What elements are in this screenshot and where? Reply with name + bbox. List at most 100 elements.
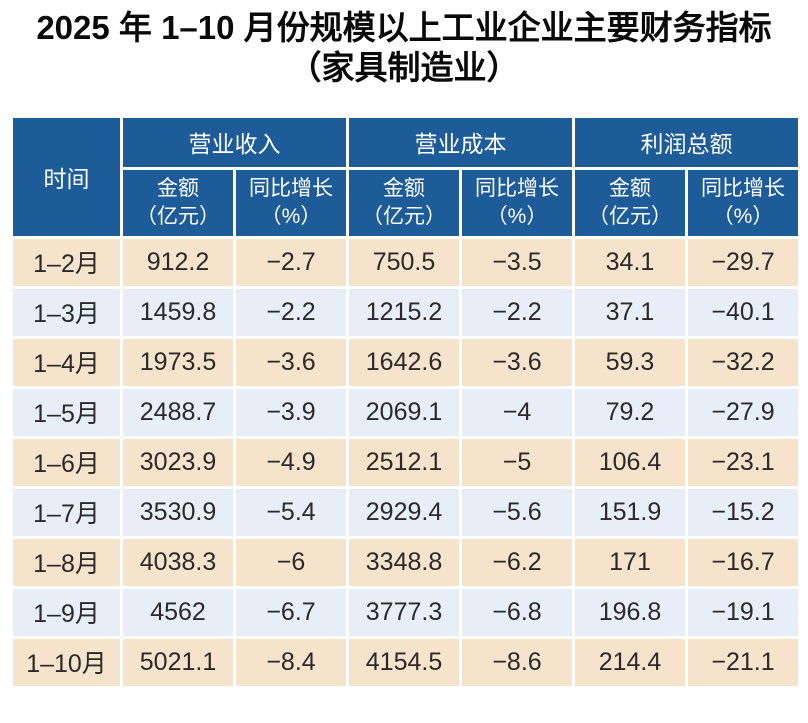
cell-time: 1–8月	[10, 535, 123, 589]
cell-revenue-growth: −2.7	[233, 235, 349, 289]
table-row: 1–5月 2488.7 −3.9 2069.1 −4 79.2 −27.9	[10, 385, 801, 439]
cell-cost-growth: −5.6	[459, 485, 575, 539]
cell-time: 1–5月	[10, 385, 123, 439]
cell-cost-amount: 1642.6	[346, 335, 462, 389]
col-header-profit-amount: 金额 （亿元）	[572, 166, 688, 239]
sub-header-line: 金额	[157, 177, 199, 201]
financial-indicators-table: 时间 营业收入 营业成本 利润总额 金额 （亿元） 同比增长 （%） 金额 （亿…	[10, 114, 801, 689]
cell-profit-amount: 79.2	[572, 385, 688, 439]
cell-revenue-amount: 2488.7	[120, 385, 236, 439]
sub-header-line: 金额	[383, 177, 425, 201]
cell-time: 1–10月	[10, 635, 123, 689]
table-row: 1–3月 1459.8 −2.2 1215.2 −2.2 37.1 −40.1	[10, 285, 801, 339]
cell-profit-growth: −32.2	[685, 335, 801, 389]
cell-profit-amount: 106.4	[572, 435, 688, 489]
header-group-row: 时间 营业收入 营业成本 利润总额	[10, 114, 801, 239]
cell-time: 1–2月	[10, 235, 123, 289]
cell-profit-growth: −23.1	[685, 435, 801, 489]
col-header-cost-growth: 同比增长 （%）	[459, 166, 575, 239]
col-header-revenue-amount: 金额 （亿元）	[120, 166, 236, 239]
cell-profit-amount: 196.8	[572, 585, 688, 639]
cell-cost-growth: −2.2	[459, 285, 575, 339]
col-header-time: 时间	[10, 114, 123, 239]
cell-profit-growth: −15.2	[685, 485, 801, 539]
table-row: 1–2月 912.2 −2.7 750.5 −3.5 34.1 −29.7	[10, 235, 801, 289]
cell-cost-amount: 4154.5	[346, 635, 462, 689]
cell-profit-amount: 151.9	[572, 485, 688, 539]
cell-revenue-growth: −6.7	[233, 585, 349, 639]
cell-profit-amount: 37.1	[572, 285, 688, 339]
cell-revenue-growth: −4.9	[233, 435, 349, 489]
col-header-cost-amount: 金额 （亿元）	[346, 166, 462, 239]
table-body: 1–2月 912.2 −2.7 750.5 −3.5 34.1 −29.7 1–…	[10, 235, 801, 689]
sub-header-line: 金额	[609, 177, 651, 201]
cell-revenue-growth: −8.4	[233, 635, 349, 689]
cell-cost-growth: −6.8	[459, 585, 575, 639]
cell-cost-amount: 2069.1	[346, 385, 462, 439]
col-group-profit: 利润总额	[572, 114, 801, 170]
cell-cost-growth: −3.5	[459, 235, 575, 289]
table-row: 1–9月 4562 −6.7 3777.3 −6.8 196.8 −19.1	[10, 585, 801, 639]
cell-profit-growth: −19.1	[685, 585, 801, 639]
cell-time: 1–4月	[10, 335, 123, 389]
sub-header-line: （亿元）	[588, 204, 672, 228]
table-row: 1–6月 3023.9 −4.9 2512.1 −5 106.4 −23.1	[10, 435, 801, 489]
cell-profit-growth: −16.7	[685, 535, 801, 589]
cell-cost-growth: −4	[459, 385, 575, 439]
cell-revenue-amount: 1973.5	[120, 335, 236, 389]
cell-profit-growth: −21.1	[685, 635, 801, 689]
cell-cost-amount: 2929.4	[346, 485, 462, 539]
col-group-revenue: 营业收入	[120, 114, 349, 170]
header-sub-row: 金额 （亿元） 同比增长 （%） 金额 （亿元） 同比增长 （%） 金额 （亿元…	[12, 166, 801, 239]
table-header: 时间 营业收入 营业成本 利润总额 金额 （亿元） 同比增长 （%） 金额 （亿…	[10, 114, 801, 239]
table-row: 1–8月 4038.3 −6 3348.8 −6.2 171 −16.7	[10, 535, 801, 589]
col-header-profit-growth: 同比增长 （%）	[685, 166, 801, 239]
table-row: 1–4月 1973.5 −3.6 1642.6 −3.6 59.3 −32.2	[10, 335, 801, 389]
cell-time: 1–9月	[10, 585, 123, 639]
cell-profit-growth: −27.9	[685, 385, 801, 439]
cell-cost-growth: −5	[459, 435, 575, 489]
sub-header-line: 同比增长	[701, 177, 785, 201]
cell-revenue-amount: 4562	[120, 585, 236, 639]
cell-revenue-amount: 4038.3	[120, 535, 236, 589]
cell-profit-growth: −40.1	[685, 285, 801, 339]
cell-revenue-growth: −5.4	[233, 485, 349, 539]
cell-cost-amount: 3777.3	[346, 585, 462, 639]
cell-revenue-growth: −2.2	[233, 285, 349, 339]
col-header-revenue-growth: 同比增长 （%）	[233, 166, 349, 239]
cell-profit-amount: 34.1	[572, 235, 688, 289]
col-group-cost: 营业成本	[346, 114, 575, 170]
cell-revenue-growth: −3.9	[233, 385, 349, 439]
cell-profit-amount: 214.4	[572, 635, 688, 689]
sub-header-line: （%）	[712, 204, 774, 228]
cell-revenue-amount: 912.2	[120, 235, 236, 289]
table-row: 1–10月 5021.1 −8.4 4154.5 −8.6 214.4 −21.…	[10, 635, 801, 689]
cell-cost-amount: 750.5	[346, 235, 462, 289]
cell-revenue-amount: 3530.9	[120, 485, 236, 539]
cell-revenue-amount: 3023.9	[120, 435, 236, 489]
cell-time: 1–3月	[10, 285, 123, 339]
cell-revenue-growth: −3.6	[233, 335, 349, 389]
page-title: 2025 年 1–10 月份规模以上工业企业主要财务指标 （家具制造业）	[0, 8, 808, 89]
cell-revenue-amount: 5021.1	[120, 635, 236, 689]
sub-header-line: （亿元）	[362, 204, 446, 228]
cell-time: 1–6月	[10, 435, 123, 489]
sub-header-line: （%）	[260, 204, 322, 228]
sub-header-line: 同比增长	[475, 177, 559, 201]
cell-revenue-growth: −6	[233, 535, 349, 589]
page-title-line1: 2025 年 1–10 月份规模以上工业企业主要财务指标	[36, 9, 772, 46]
sub-header-line: 同比增长	[249, 177, 333, 201]
cell-profit-amount: 171	[572, 535, 688, 589]
cell-profit-amount: 59.3	[572, 335, 688, 389]
cell-cost-growth: −8.6	[459, 635, 575, 689]
cell-cost-amount: 1215.2	[346, 285, 462, 339]
sub-header-line: （%）	[486, 204, 548, 228]
cell-cost-growth: −6.2	[459, 535, 575, 589]
table-row: 1–7月 3530.9 −5.4 2929.4 −5.6 151.9 −15.2	[10, 485, 801, 539]
cell-cost-growth: −3.6	[459, 335, 575, 389]
cell-time: 1–7月	[10, 485, 123, 539]
cell-revenue-amount: 1459.8	[120, 285, 236, 339]
sub-header-line: （亿元）	[136, 204, 220, 228]
cell-cost-amount: 3348.8	[346, 535, 462, 589]
cell-profit-growth: −29.7	[685, 235, 801, 289]
